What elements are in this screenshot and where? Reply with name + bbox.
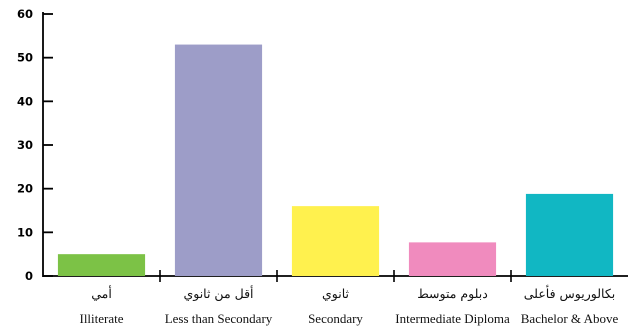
y-tick-label: 50 — [17, 51, 33, 65]
bar — [525, 193, 614, 276]
category-label-arabic: بكالوريوس فأعلى — [524, 284, 615, 302]
y-tick-label: 60 — [17, 7, 33, 21]
category-label-arabic: ثانوي — [322, 286, 350, 302]
category-label-english: Intermediate Diploma — [395, 311, 510, 326]
category-label-arabic: دبلوم متوسط — [417, 286, 488, 302]
category-label-english: Less than Secondary — [165, 311, 273, 326]
category-label-arabic: أقل من ثانوي — [183, 285, 253, 302]
y-tick-label: 20 — [17, 182, 33, 196]
y-axis: 0 10 20 30 40 50 60 — [17, 7, 53, 283]
bar — [57, 254, 146, 276]
category-label-english: Illiterate — [79, 311, 123, 326]
category-label-arabic: أمي — [91, 285, 112, 301]
y-tick-label: 40 — [17, 94, 33, 108]
bar — [408, 242, 497, 276]
category-label-english: Bachelor & Above — [521, 311, 619, 326]
y-tick-label: 0 — [25, 269, 33, 283]
y-tick-label: 30 — [17, 138, 33, 152]
category-label-english: Secondary — [308, 311, 363, 326]
y-tick-label: 10 — [17, 225, 33, 239]
category-labels: أمي Illiterate أقل من ثانوي Less than Secon… — [79, 284, 618, 326]
bar — [174, 44, 263, 276]
bar — [291, 206, 380, 276]
bars — [57, 44, 614, 276]
